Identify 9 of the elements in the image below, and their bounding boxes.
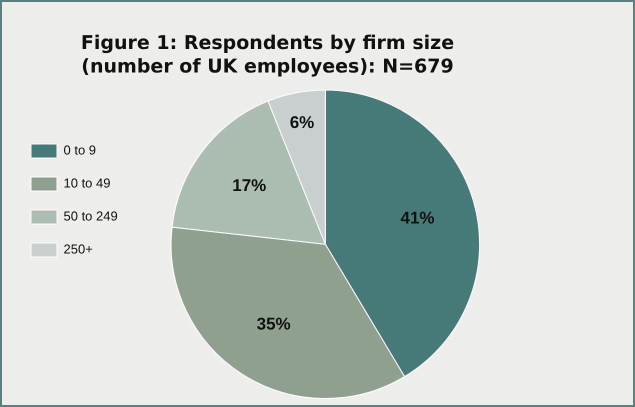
legend-label: 50 to 249 bbox=[64, 208, 118, 224]
data-label: 17% bbox=[232, 176, 266, 196]
chart-title: Figure 1: Respondents by firm size (number of UK employees): N=679 bbox=[80, 32, 454, 78]
legend-label: 0 to 9 bbox=[64, 142, 96, 158]
data-label: 6% bbox=[290, 112, 314, 132]
legend-label: 10 to 49 bbox=[64, 176, 110, 191]
data-label: 41% bbox=[400, 208, 435, 228]
legend-label: 250+ bbox=[64, 242, 93, 257]
data-label: 35% bbox=[256, 314, 291, 334]
